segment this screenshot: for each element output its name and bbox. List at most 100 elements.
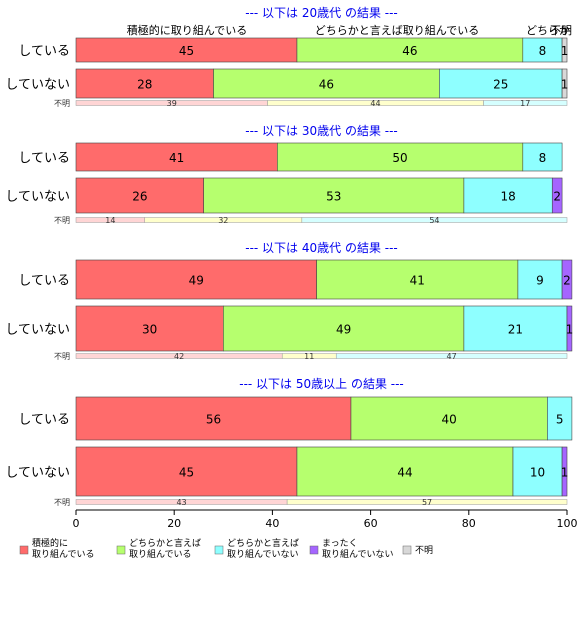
row-label: している xyxy=(18,44,70,59)
unknown-value: 54 xyxy=(429,216,439,225)
data-label: 56 xyxy=(206,413,221,427)
unknown-value: 14 xyxy=(105,216,115,225)
unknown-value: 42 xyxy=(174,352,184,361)
legend-swatch xyxy=(402,545,412,555)
panel-title: --- 以下は 40歳代 の結果 --- xyxy=(245,241,398,255)
bar-segment xyxy=(566,305,573,352)
header-label-3: 不明 xyxy=(550,24,572,37)
legend-label: どちらかと言えば xyxy=(227,537,299,549)
bar-segment xyxy=(463,177,553,214)
legend-swatch xyxy=(116,545,126,555)
bar-segment xyxy=(350,396,548,441)
legend-swatch xyxy=(309,545,319,555)
data-label: 50 xyxy=(392,151,407,165)
data-label: 40 xyxy=(442,413,457,427)
bar-segment xyxy=(463,305,568,352)
unknown-value: 39 xyxy=(167,99,177,108)
bar-segment xyxy=(75,259,317,300)
bar-segment xyxy=(75,142,278,172)
legend-label: 積極的に xyxy=(32,537,68,549)
data-label: 28 xyxy=(137,78,152,92)
row-label: している xyxy=(18,151,70,166)
bar-segment xyxy=(223,305,465,352)
bar-segment xyxy=(551,177,563,214)
x-tick-label: 60 xyxy=(364,517,378,530)
data-label: 26 xyxy=(132,190,147,204)
bar-segment xyxy=(512,446,563,497)
unknown-value: 47 xyxy=(447,352,457,361)
unknown-label: 不明 xyxy=(54,498,70,507)
data-label: 10 xyxy=(530,466,545,480)
row-label: していない xyxy=(5,190,70,205)
data-label: 49 xyxy=(336,323,351,337)
data-label: 18 xyxy=(500,190,515,204)
bar-segment xyxy=(296,37,524,63)
data-label: 2 xyxy=(563,274,571,288)
legend-swatch xyxy=(19,545,29,555)
bar-segment xyxy=(75,305,224,352)
bar-segment xyxy=(561,446,568,497)
unknown-label: 不明 xyxy=(54,216,70,225)
unknown-label: 不明 xyxy=(54,99,70,108)
legend-label: 取り組んでいる xyxy=(129,548,192,560)
unknown-segment xyxy=(301,217,568,223)
data-label: 5 xyxy=(556,413,564,427)
panel-title: --- 以下は 20歳代 の結果 --- xyxy=(245,6,398,20)
bar-segment xyxy=(547,396,573,441)
data-label: 2 xyxy=(553,190,561,204)
data-label: 1 xyxy=(566,323,574,337)
unknown-value: 57 xyxy=(422,498,432,507)
data-label: 1 xyxy=(561,78,569,92)
legend-swatch xyxy=(214,545,224,555)
unknown-segment xyxy=(286,499,568,505)
bar-segment xyxy=(75,68,214,99)
legend-label: 不明 xyxy=(415,545,433,556)
row-label: していない xyxy=(5,323,70,338)
data-label: 30 xyxy=(142,323,157,337)
unknown-value: 43 xyxy=(176,498,186,507)
data-label: 46 xyxy=(402,44,417,58)
row-label: している xyxy=(18,274,70,289)
data-label: 1 xyxy=(561,44,569,58)
data-label: 1 xyxy=(561,466,569,480)
unknown-label: 不明 xyxy=(54,352,70,361)
x-tick-label: 0 xyxy=(73,517,80,530)
bar-segment xyxy=(277,142,524,172)
legend-label: まったく xyxy=(322,538,358,549)
panel-title: --- 以下は 50歳以上 の結果 --- xyxy=(239,377,404,391)
bar-segment xyxy=(203,177,465,214)
bar-segment xyxy=(517,259,563,300)
bar-segment xyxy=(213,68,440,99)
data-label: 46 xyxy=(319,78,334,92)
x-tick-label: 40 xyxy=(265,517,279,530)
data-label: 8 xyxy=(539,151,547,165)
data-label: 53 xyxy=(326,190,341,204)
panel-title: --- 以下は 30歳代 の結果 --- xyxy=(245,124,398,138)
data-label: 9 xyxy=(536,274,544,288)
bar-segment xyxy=(561,68,568,99)
x-tick-label: 80 xyxy=(462,517,476,530)
data-label: 41 xyxy=(410,274,425,288)
bar-segment xyxy=(316,259,519,300)
header-label-0: 積極的に取り組んでいる xyxy=(127,23,247,37)
legend-label: 取り組んでいない xyxy=(227,548,299,560)
legend-label: 取り組んでいない xyxy=(322,548,394,560)
bar-segment xyxy=(75,396,352,441)
unknown-value: 44 xyxy=(370,99,380,108)
row-label: していない xyxy=(5,466,70,481)
data-label: 21 xyxy=(508,323,523,337)
legend-label: 取り組んでいる xyxy=(32,548,95,560)
data-label: 49 xyxy=(189,274,204,288)
bar-segment xyxy=(522,142,563,172)
unknown-value: 32 xyxy=(218,216,228,225)
x-tick-label: 100 xyxy=(557,517,578,530)
data-label: 45 xyxy=(179,466,194,480)
data-label: 8 xyxy=(539,44,547,58)
data-label: 41 xyxy=(169,151,184,165)
header-label-1: どちらかと言えば取り組んでいる xyxy=(315,24,479,37)
data-label: 44 xyxy=(397,466,412,480)
bar-segment xyxy=(439,68,563,99)
unknown-segment xyxy=(483,100,568,106)
row-label: していない xyxy=(5,78,70,93)
